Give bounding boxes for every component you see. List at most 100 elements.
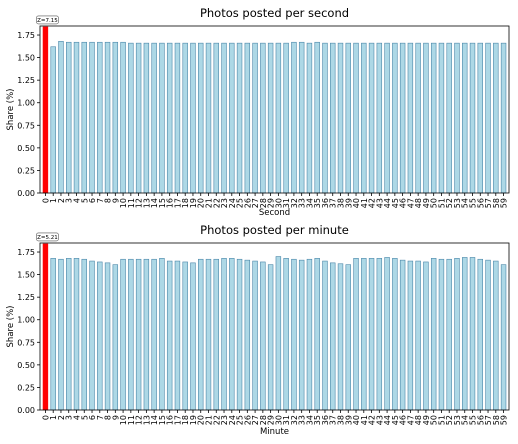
bar-49	[423, 261, 429, 411]
x-tick-label: 4	[72, 198, 81, 203]
bar-4	[73, 41, 80, 194]
x-axis-label: Minute	[260, 427, 289, 437]
plot-frame	[39, 242, 510, 411]
x-tick-label: 42	[368, 415, 377, 425]
bar-29	[267, 42, 274, 194]
x-tick-label: 53	[453, 415, 462, 425]
z-annotation-text: Z=5.21	[37, 235, 58, 241]
bar-57	[485, 42, 491, 194]
bar-35	[314, 258, 320, 411]
x-tick-label: 9	[111, 415, 120, 420]
bar-33	[298, 41, 305, 194]
chart-per-minute: Photos posted per minute Share (%) Minut…	[6, 223, 510, 437]
x-tick-label: 10	[119, 415, 128, 425]
bar-49	[423, 42, 429, 194]
bar-5	[81, 258, 87, 411]
x-tick-label: 25	[236, 198, 245, 208]
x-tick-label: 54	[461, 198, 470, 208]
x-tick-label: 32	[290, 415, 299, 425]
y-ticks: 0.00 0.25 0.50 0.75 1.00 1.25 1.50 1.75	[17, 31, 40, 198]
x-tick-label: 46	[399, 415, 408, 425]
bar-4	[73, 258, 80, 411]
bar-12	[135, 258, 142, 411]
bar-46	[399, 259, 406, 411]
y-tick-label: 0.25	[17, 166, 35, 175]
x-tick-label: 17	[173, 415, 182, 425]
x-tick-label: 22	[212, 198, 221, 208]
x-tick-label: 41	[360, 415, 369, 425]
x-tick-label: 6	[88, 415, 97, 420]
bar-10	[120, 41, 126, 194]
bar-7	[97, 261, 103, 411]
bar-47	[407, 42, 414, 194]
bar-12	[135, 42, 142, 194]
bar-24	[229, 42, 235, 194]
z-annotation-box	[36, 232, 59, 242]
bar-20	[198, 42, 204, 194]
x-ticks: 0123456789101112131415161718192021222324…	[41, 193, 509, 208]
bar-48	[415, 42, 421, 194]
x-tick-label: 15	[158, 415, 167, 425]
bar-44	[384, 257, 390, 411]
bar-0	[42, 26, 49, 194]
bar-59	[500, 42, 507, 194]
bar-35	[314, 41, 320, 194]
bar-51	[438, 42, 445, 194]
x-tick-label: 32	[290, 198, 299, 208]
bar-3	[66, 258, 72, 411]
x-axis-label: Second	[259, 208, 290, 218]
x-tick-label: 34	[305, 415, 314, 425]
bar-23	[221, 258, 227, 411]
x-tick-label: 50	[430, 198, 439, 208]
x-tick-label: 7	[96, 198, 105, 203]
bar-9	[112, 41, 119, 194]
x-tick-label: 28	[259, 415, 268, 425]
bar-37	[330, 262, 336, 411]
x-tick-label: 1	[49, 415, 58, 420]
bar-55	[469, 257, 476, 411]
x-tick-label: 19	[189, 415, 198, 425]
bar-1	[50, 258, 56, 411]
bar-31	[283, 258, 289, 411]
x-tick-label: 47	[406, 415, 415, 425]
x-tick-label: 55	[469, 198, 478, 208]
bar-10	[120, 258, 126, 411]
bar-14	[151, 258, 157, 411]
bar-46	[399, 42, 406, 194]
bar-26	[244, 42, 251, 194]
bar-9	[112, 264, 119, 411]
y-axis-label: Share (%)	[6, 306, 16, 348]
bar-21	[205, 258, 212, 411]
x-tick-label: 48	[414, 415, 423, 425]
bar-11	[128, 42, 134, 194]
y-tick-label: 0.25	[17, 383, 35, 392]
x-tick-label: 40	[352, 198, 361, 208]
bar-2	[58, 41, 64, 194]
x-tick-label: 11	[127, 415, 136, 425]
bars	[42, 26, 507, 194]
x-tick-label: 21	[204, 415, 213, 425]
x-tick-label: 38	[337, 198, 346, 208]
y-tick-label: 1.50	[17, 271, 35, 280]
bar-44	[384, 42, 390, 194]
x-tick-label: 56	[476, 198, 485, 208]
x-tick-label: 37	[329, 415, 338, 425]
bar-40	[353, 258, 359, 411]
y-ticks: 0.00 0.25 0.50 0.75 1.00 1.25 1.50 1.75	[17, 248, 40, 415]
y-tick-label: 1.25	[17, 76, 35, 85]
x-tick-label: 1	[49, 198, 58, 203]
x-tick-label: 27	[251, 198, 260, 208]
bar-25	[236, 42, 243, 194]
y-tick-label: 1.50	[17, 54, 35, 63]
x-tick-label: 20	[197, 198, 206, 208]
x-tick-label: 59	[500, 415, 509, 425]
z-annotation-text: Z=7.15	[37, 18, 58, 24]
x-tick-label: 52	[445, 198, 454, 208]
y-tick-label: 0.50	[17, 361, 35, 370]
bar-36	[322, 42, 328, 194]
x-tick-label: 39	[344, 198, 353, 208]
x-tick-label: 10	[119, 198, 128, 208]
bar-58	[493, 260, 499, 411]
bar-54	[462, 42, 468, 194]
bar-20	[198, 258, 204, 411]
